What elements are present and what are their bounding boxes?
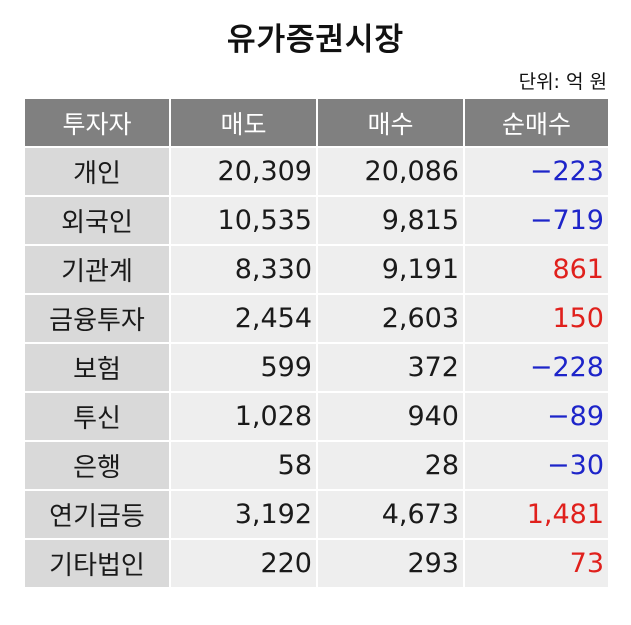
net-buy-cell: 73 [463, 538, 610, 589]
net-buy-cell: −223 [463, 146, 610, 197]
net-buy-cell: 1,481 [463, 489, 610, 540]
net-buy-cell: 861 [463, 244, 610, 295]
buy-cell: 4,673 [316, 489, 465, 540]
sell-cell: 599 [169, 342, 318, 393]
investor-cell: 보험 [23, 342, 171, 393]
investor-cell: 기타법인 [23, 538, 171, 589]
sell-cell: 3,192 [169, 489, 318, 540]
sell-cell: 1,028 [169, 391, 318, 442]
table-row: 개인 20,309 20,086 −223 [23, 146, 610, 197]
table-row: 외국인 10,535 9,815 −719 [23, 195, 610, 246]
net-buy-cell: −228 [463, 342, 610, 393]
net-buy-cell: −30 [463, 440, 610, 491]
buy-cell: 293 [316, 538, 465, 589]
table-row: 기관계 8,330 9,191 861 [23, 244, 610, 295]
header-buy: 매수 [316, 97, 465, 148]
table-row: 금융투자 2,454 2,603 150 [23, 293, 610, 344]
sell-cell: 20,309 [169, 146, 318, 197]
table-row: 기타법인 220 293 73 [23, 538, 610, 589]
table-row: 연기금등 3,192 4,673 1,481 [23, 489, 610, 540]
investor-cell: 금융투자 [23, 293, 171, 344]
buy-cell: 2,603 [316, 293, 465, 344]
sell-cell: 58 [169, 440, 318, 491]
buy-cell: 9,815 [316, 195, 465, 246]
header-investor: 투자자 [23, 97, 171, 148]
net-buy-cell: 150 [463, 293, 610, 344]
sell-cell: 2,454 [169, 293, 318, 344]
buy-cell: 940 [316, 391, 465, 442]
unit-note: 단위: 억 원 [518, 71, 607, 93]
table-row: 보험 599 372 −228 [23, 342, 610, 393]
sell-cell: 8,330 [169, 244, 318, 295]
net-buy-cell: −89 [463, 391, 610, 442]
investor-cell: 연기금등 [23, 489, 171, 540]
investor-cell: 은행 [23, 440, 171, 491]
header-sell: 매도 [169, 97, 318, 148]
buy-cell: 9,191 [316, 244, 465, 295]
investor-trading-table: 투자자 매도 매수 순매수 개인 20,309 20,086 −223 외국인 … [23, 97, 610, 589]
sell-cell: 220 [169, 538, 318, 589]
page-title: 유가증권시장 [226, 22, 405, 58]
buy-cell: 28 [316, 440, 465, 491]
buy-cell: 372 [316, 342, 465, 393]
investor-cell: 개인 [23, 146, 171, 197]
header-net-buy: 순매수 [463, 97, 610, 148]
net-buy-cell: −719 [463, 195, 610, 246]
sell-cell: 10,535 [169, 195, 318, 246]
table-row: 투신 1,028 940 −89 [23, 391, 610, 442]
buy-cell: 20,086 [316, 146, 465, 197]
investor-cell: 투신 [23, 391, 171, 442]
investor-cell: 기관계 [23, 244, 171, 295]
table-row: 은행 58 28 −30 [23, 440, 610, 491]
table-header-row: 투자자 매도 매수 순매수 [23, 97, 610, 148]
investor-cell: 외국인 [23, 195, 171, 246]
